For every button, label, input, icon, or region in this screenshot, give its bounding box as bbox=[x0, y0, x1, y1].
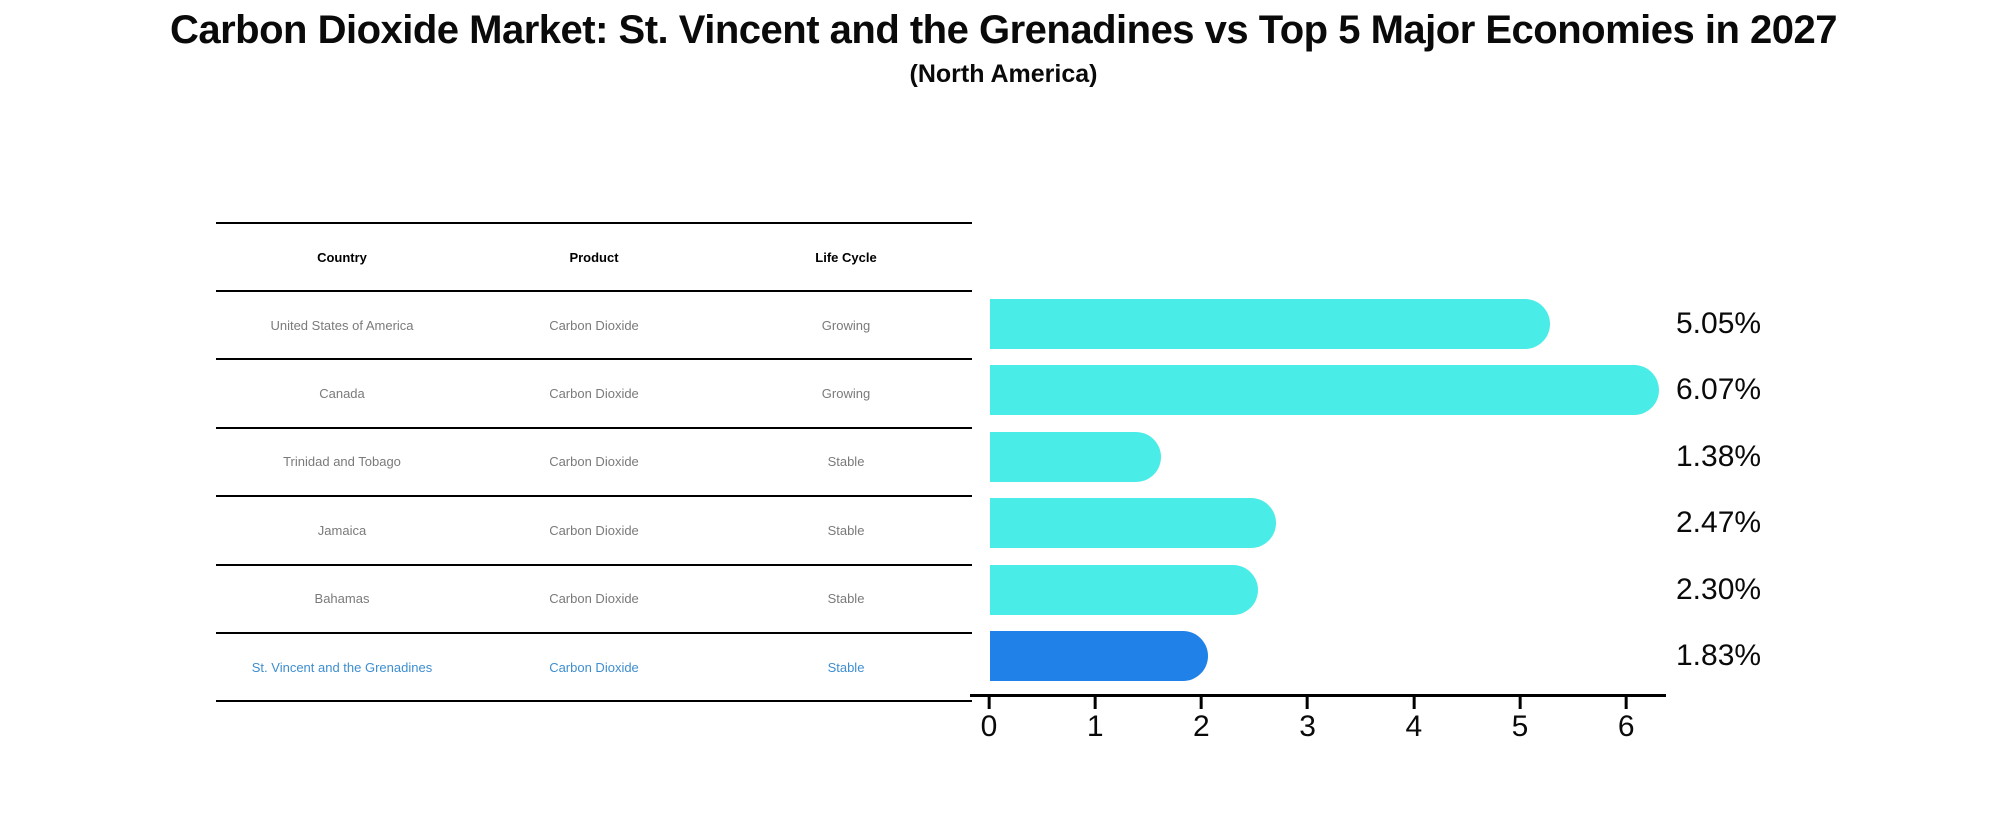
cell-product: Carbon Dioxide bbox=[549, 522, 639, 538]
cell-product: Carbon Dioxide bbox=[549, 317, 639, 333]
cell-country: Bahamas bbox=[314, 591, 370, 607]
x-axis-line bbox=[970, 694, 1666, 697]
x-axis-tick: 5 bbox=[1511, 697, 1529, 744]
table-row: Canada Carbon Dioxide Growing bbox=[216, 358, 972, 426]
value-label: 1.83% bbox=[1676, 639, 1762, 672]
cell-life-cycle: Growing bbox=[821, 386, 871, 402]
x-axis-tick: 6 bbox=[1618, 697, 1635, 744]
tick-label: 5 bbox=[1511, 710, 1529, 743]
cell-product: Carbon Dioxide bbox=[549, 659, 639, 675]
cell-country: United States of America bbox=[270, 317, 414, 333]
x-axis-tick: 2 bbox=[1193, 697, 1210, 744]
value-label: 2.47% bbox=[1676, 506, 1762, 540]
table-row: Bahamas Carbon Dioxide Stable bbox=[216, 563, 972, 632]
bar-st-vincent-and-the-grenadines-highlighted bbox=[990, 631, 1209, 681]
value-label: 1.38% bbox=[1676, 439, 1762, 473]
x-axis-tick: 3 bbox=[1299, 697, 1316, 744]
tick-label: 3 bbox=[1299, 710, 1316, 743]
cell-life-cycle: Stable bbox=[827, 591, 865, 607]
tick-mark bbox=[1518, 697, 1522, 709]
x-axis-tick: 1 bbox=[1087, 697, 1104, 744]
table-header-country: Country bbox=[317, 249, 367, 265]
bar-bahamas bbox=[990, 564, 1259, 615]
cell-life-cycle: Growing bbox=[821, 317, 871, 333]
bar-jamaica bbox=[990, 498, 1277, 549]
cell-country: Trinidad and Tobago bbox=[283, 454, 401, 470]
tick-label: 6 bbox=[1617, 710, 1635, 743]
tick-mark bbox=[1306, 697, 1310, 709]
tick-label: 2 bbox=[1193, 710, 1210, 743]
tick-label: 1 bbox=[1086, 710, 1104, 743]
tick-mark bbox=[1412, 697, 1416, 709]
value-label: 2.30% bbox=[1676, 572, 1762, 606]
country-table: Country Product Life Cycle United States… bbox=[216, 222, 972, 703]
tick-mark bbox=[987, 697, 991, 709]
x-axis-tick: 0 bbox=[980, 697, 998, 744]
cell-country: Jamaica bbox=[317, 522, 367, 538]
tick-mark bbox=[1093, 697, 1097, 709]
cell-life-cycle: Stable bbox=[827, 659, 865, 675]
value-label: 6.07% bbox=[1676, 373, 1762, 407]
cell-product: Carbon Dioxide bbox=[549, 591, 639, 607]
table-header-row: Country Product Life Cycle bbox=[216, 222, 972, 290]
table-row: Trinidad and Tobago Carbon Dioxide Stabl… bbox=[216, 426, 972, 495]
value-label: 5.05% bbox=[1676, 307, 1762, 340]
tick-mark bbox=[1199, 697, 1203, 709]
table-header-product: Product bbox=[569, 249, 619, 265]
chart-subtitle: (North America) bbox=[909, 60, 1098, 88]
tick-label: 4 bbox=[1405, 710, 1423, 743]
bar-united-states-of-america bbox=[990, 299, 1551, 349]
table-header-life-cycle: Life Cycle bbox=[815, 249, 877, 265]
chart-title: Carbon Dioxide Market: St. Vincent and t… bbox=[169, 8, 1838, 52]
cell-life-cycle: Stable bbox=[827, 522, 865, 538]
bar-canada bbox=[990, 365, 1659, 416]
table-row: United States of America Carbon Dioxide … bbox=[216, 290, 972, 358]
cell-product: Carbon Dioxide bbox=[549, 454, 639, 470]
tick-mark bbox=[1624, 697, 1628, 709]
tick-label: 0 bbox=[980, 710, 998, 743]
cell-product: Carbon Dioxide bbox=[549, 386, 639, 402]
x-axis-tick: 4 bbox=[1405, 697, 1422, 744]
cell-country: Canada bbox=[319, 386, 365, 402]
table-row: Jamaica Carbon Dioxide Stable bbox=[216, 495, 972, 563]
cell-country: St. Vincent and the Grenadines bbox=[251, 659, 433, 675]
bar-trinidad-and-tobago bbox=[990, 431, 1161, 482]
table-row-highlighted: St. Vincent and the Grenadines Carbon Di… bbox=[216, 631, 972, 700]
cell-life-cycle: Stable bbox=[827, 454, 865, 470]
